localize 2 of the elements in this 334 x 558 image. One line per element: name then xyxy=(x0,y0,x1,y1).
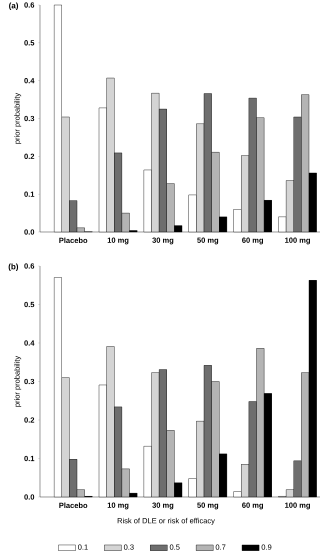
chart-title: (a) xyxy=(9,2,18,10)
chart-title: (b) xyxy=(8,264,18,271)
